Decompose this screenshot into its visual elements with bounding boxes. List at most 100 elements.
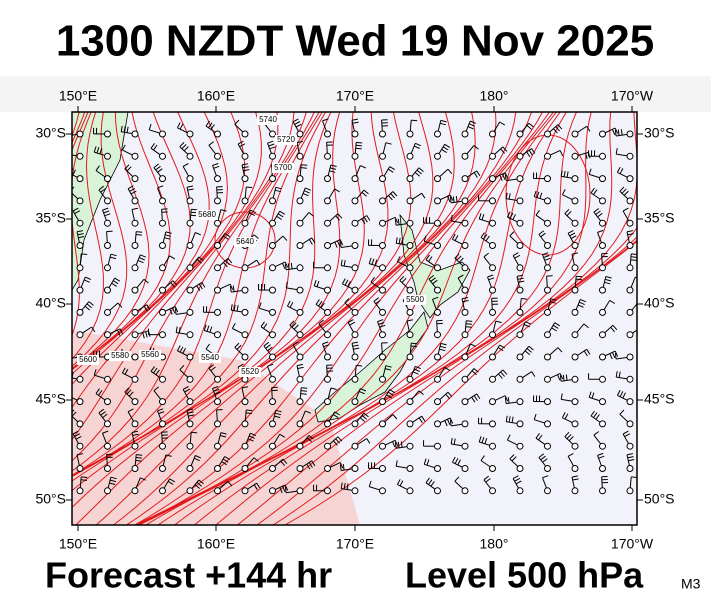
wind-barb-feather — [450, 197, 451, 203]
wind-station — [270, 198, 276, 204]
wind-station — [572, 287, 578, 293]
wind-station — [215, 376, 221, 382]
wind-station — [545, 176, 551, 182]
wind-station — [77, 488, 83, 494]
wind-station — [572, 376, 578, 382]
wind-station — [435, 309, 441, 315]
wind-station — [270, 287, 276, 293]
wind-station — [270, 488, 276, 494]
wind-station — [215, 488, 221, 494]
wind-barb-feather — [576, 276, 582, 277]
wind-station — [242, 309, 248, 315]
wind-station — [545, 309, 551, 315]
wind-barb-feather — [301, 168, 307, 169]
wind-station — [407, 376, 413, 382]
wind-station — [352, 309, 358, 315]
wind-station — [132, 421, 138, 427]
wind-barb-feather — [340, 465, 341, 471]
wind-station — [215, 332, 221, 338]
wind-station — [187, 332, 193, 338]
wind-station — [215, 198, 221, 204]
wind-station — [462, 354, 468, 360]
lat-label-right: 35°S — [644, 210, 675, 226]
wind-station — [380, 376, 386, 382]
wind-station — [132, 220, 138, 226]
wind-station — [352, 176, 358, 182]
wind-station — [545, 443, 551, 449]
wind-station — [325, 309, 331, 315]
wind-station — [297, 421, 303, 427]
wind-station — [490, 354, 496, 360]
wind-station — [462, 376, 468, 382]
wind-station — [435, 443, 441, 449]
wind-station — [627, 287, 633, 293]
wind-station — [572, 243, 578, 249]
wind-station — [490, 466, 496, 472]
wind-station — [380, 421, 386, 427]
wind-station — [270, 332, 276, 338]
lat-label-right: 40°S — [644, 295, 675, 311]
lon-label-top: 170°W — [611, 88, 654, 104]
wind-barb-feather — [340, 242, 341, 248]
wind-station — [297, 466, 303, 472]
wind-station — [160, 466, 166, 472]
wind-station — [105, 176, 111, 182]
wind-station — [462, 176, 468, 182]
wind-station — [325, 443, 331, 449]
wind-station — [105, 466, 111, 472]
wind-barb-feather — [411, 343, 417, 344]
wind-station — [215, 176, 221, 182]
wind-station — [627, 421, 633, 427]
wind-station — [132, 153, 138, 159]
contour-label: 5740 — [259, 115, 277, 124]
wind-station — [352, 421, 358, 427]
wind-barb-feather — [191, 209, 197, 210]
wind-station — [270, 421, 276, 427]
wind-station — [490, 198, 496, 204]
wind-station — [517, 220, 523, 226]
lat-label-left: 35°S — [35, 210, 66, 226]
wind-station — [160, 488, 166, 494]
wind-station — [435, 332, 441, 338]
wind-station — [407, 265, 413, 271]
wind-station — [545, 198, 551, 204]
wind-station — [242, 399, 248, 405]
wind-station — [160, 332, 166, 338]
wind-station — [187, 153, 193, 159]
wind-station — [77, 220, 83, 226]
wind-station — [380, 443, 386, 449]
wind-station — [77, 376, 83, 382]
wind-station — [435, 421, 441, 427]
height-contour — [0, 100, 70, 540]
wind-station — [270, 220, 276, 226]
wind-station — [407, 198, 413, 204]
wind-station — [242, 131, 248, 137]
wind-station — [435, 265, 441, 271]
wind-station — [380, 488, 386, 494]
wind-barb-feather — [301, 394, 307, 395]
wind-station — [77, 153, 83, 159]
wind-barb-feather — [66, 371, 67, 377]
wind-station — [160, 287, 166, 293]
wind-station — [325, 131, 331, 137]
wind-station — [77, 243, 83, 249]
wind-barb-feather — [246, 187, 252, 188]
contour-label: 5640 — [236, 237, 254, 246]
wind-station — [600, 309, 606, 315]
wind-station — [600, 220, 606, 226]
wind-station — [325, 220, 331, 226]
wind-barb-feather — [81, 480, 87, 481]
wind-station — [380, 265, 386, 271]
wind-station — [187, 220, 193, 226]
wind-station — [600, 443, 606, 449]
wind-station — [132, 354, 138, 360]
wind-station — [187, 287, 193, 293]
wind-station — [105, 287, 111, 293]
wind-station — [462, 399, 468, 405]
contour-label: 5560 — [141, 350, 159, 359]
wind-station — [407, 309, 413, 315]
wind-station — [352, 488, 358, 494]
wind-station — [462, 153, 468, 159]
wind-station — [627, 243, 633, 249]
wind-station — [242, 153, 248, 159]
